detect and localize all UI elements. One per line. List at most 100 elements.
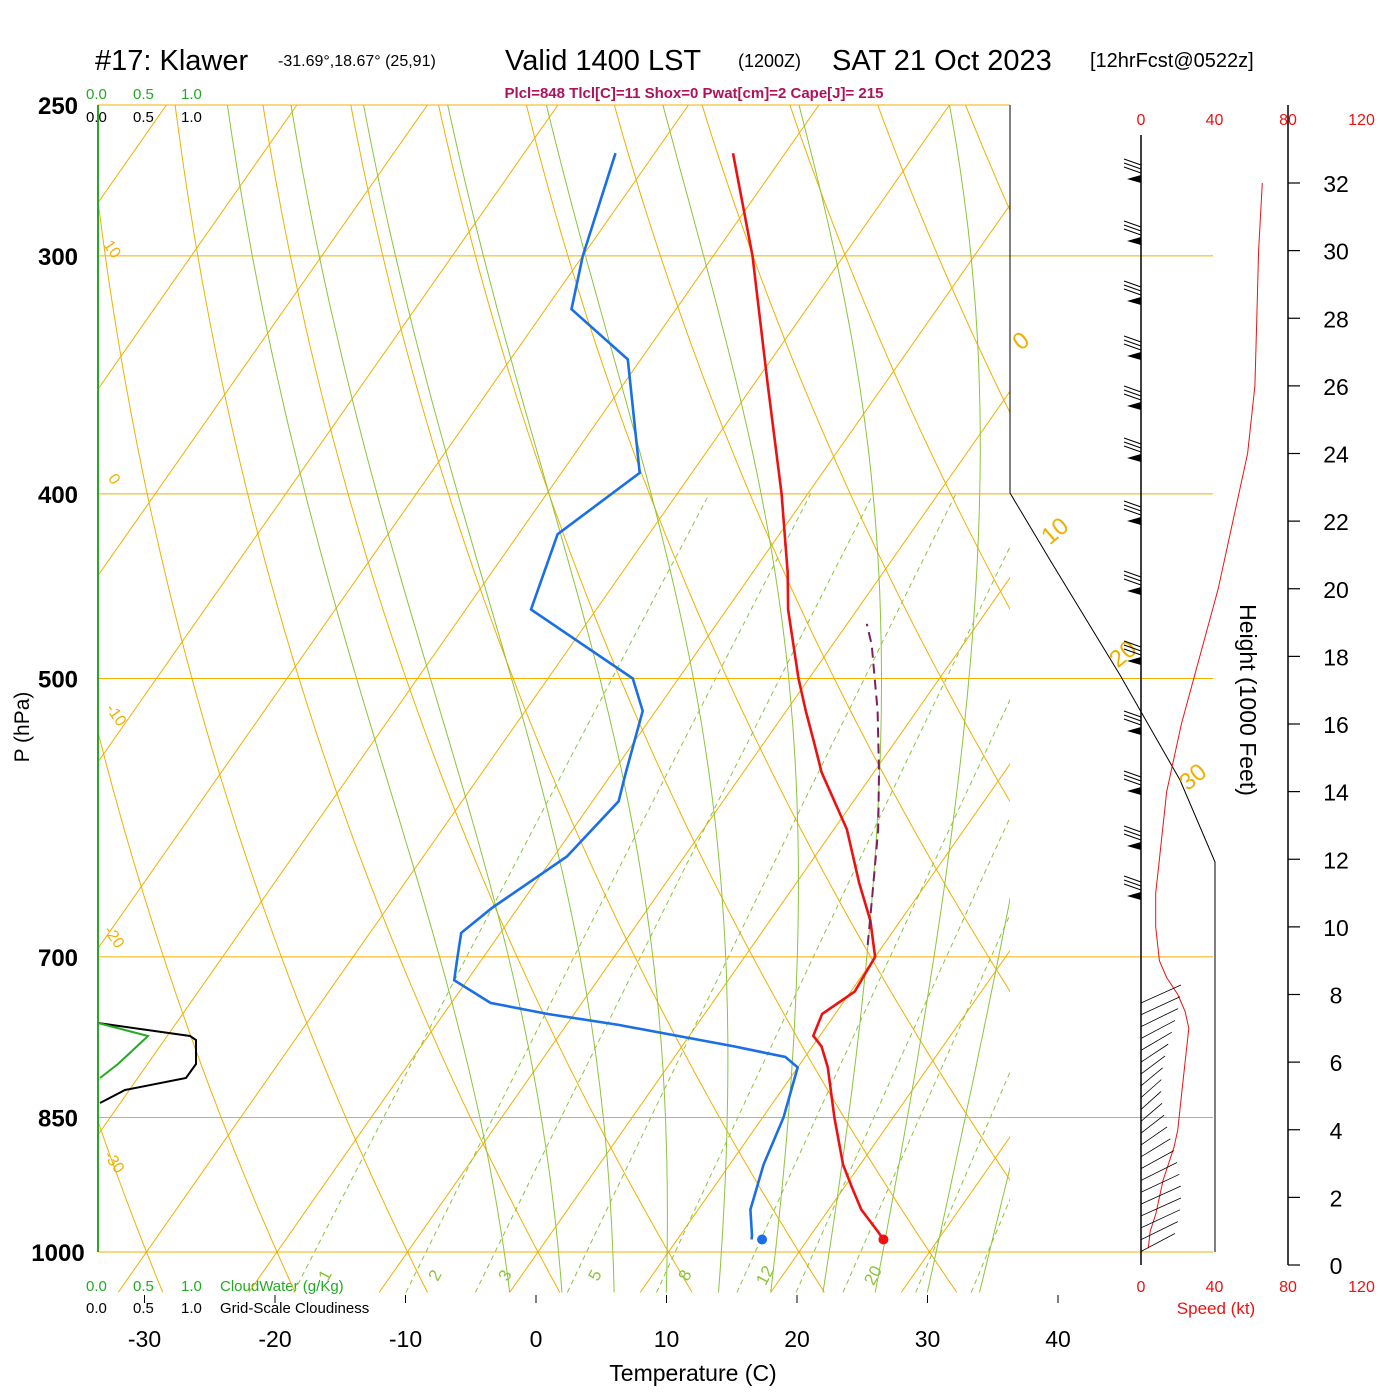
height-tick-label: 26 [1323, 374, 1349, 400]
height-tick-label: 24 [1323, 442, 1349, 468]
wind-barb-low [1140, 1209, 1181, 1229]
wind-barb-feather [1123, 640, 1142, 648]
valid-date: SAT 21 Oct 2023 [832, 45, 1052, 77]
dry-adiabat-line [98, 197, 428, 1293]
isotherm-label: 20 [1104, 635, 1142, 673]
dry-adiabat-line [0, 71, 31, 1292]
wind-barb-feather [1123, 280, 1142, 288]
wind-barb-low [1140, 1091, 1162, 1110]
mixing-ratio-line [736, 698, 1010, 1293]
height-tick-label: 6 [1330, 1050, 1343, 1076]
dry-adiabat-line [1299, 71, 1400, 1292]
x-tick-label: 30 [915, 1326, 941, 1352]
parcel-profile [865, 623, 881, 946]
isotherm-label: 30 [1174, 758, 1212, 796]
cloud-profile [97, 1022, 197, 1104]
x-tick-label: -30 [128, 1326, 161, 1352]
wind-barb-flag [1127, 657, 1141, 665]
isotherm-label: 0 [1007, 327, 1035, 356]
wind-barb-feather [1123, 335, 1142, 343]
mixing-ratio-label: 20 [860, 1263, 886, 1289]
mixing-ratio-label: 3 [495, 1267, 516, 1284]
wind-barb-feather [1123, 774, 1142, 782]
dry-adiabat-label: -20 [100, 923, 127, 952]
cloudiness-scale-05-bottom: 0.5 [133, 1300, 154, 1317]
cloudwater-label: CloudWater (g/Kg) [220, 1278, 344, 1295]
cloudiness-scale-0-bottom: 0.0 [86, 1300, 107, 1317]
x-axis-label: Temperature (C) [609, 1360, 776, 1386]
wind-barb-feather [1123, 574, 1142, 582]
mixing-ratio-line [566, 493, 957, 1293]
cloudiness-label: Grid-Scale Cloudiness [220, 1300, 369, 1317]
wind-barb-flag [1127, 175, 1141, 183]
height-tick-label: 22 [1323, 509, 1349, 535]
pressure-tick-label: 700 [38, 945, 78, 972]
wind-speed-profile [1147, 182, 1263, 1249]
moist-adiabat-line [290, 105, 563, 1293]
mixing-ratio-label: 5 [585, 1267, 606, 1284]
wind-barb-feather [1123, 875, 1142, 883]
isotherm-line [1162, 71, 1400, 1292]
wind-barb-feather [1123, 508, 1142, 516]
isotherm-line [98, 105, 690, 950]
wind-barb-low [1140, 1079, 1162, 1098]
wind-barb-feather [1123, 437, 1142, 445]
speed-tick-label-bottom: 120 [1348, 1279, 1375, 1296]
wind-barb-low [1140, 1126, 1168, 1146]
cloud-scale-top: 0.0 0.5 1.0 0.0 0.5 1.0 [86, 86, 202, 126]
dewpoint-surface-point [757, 1234, 768, 1245]
mixing-ratio-line [405, 493, 812, 1293]
height-axis-label: Height (1000 Feet) [1235, 604, 1261, 796]
wind-barb-feather [1123, 829, 1142, 837]
wind-barb-low [1140, 1197, 1182, 1217]
wind-barb-feather [1123, 825, 1142, 833]
isotherm-line [98, 105, 298, 391]
height-tick-label: 14 [1323, 780, 1349, 806]
wind-barb-feather [1123, 158, 1142, 166]
y-axis-label: P (hPa) [11, 692, 34, 763]
mixing-ratio-line [842, 913, 1010, 1293]
isobars [97, 104, 1216, 1253]
wind-panel [1123, 105, 1289, 1265]
dry-adiabat-label: 0 [104, 471, 123, 488]
height-tick-label: 2 [1330, 1185, 1343, 1211]
pressure-tick-label: 1000 [31, 1240, 84, 1267]
station-coords: -31.69°,18.67° (25,91) [278, 53, 436, 70]
height-tick-label: 18 [1323, 644, 1349, 670]
isotherm-line [98, 105, 559, 763]
dry-adiabat-line [613, 105, 1010, 993]
wind-barb-feather [1123, 343, 1142, 351]
speed-tick-label-bottom: 0 [1137, 1279, 1146, 1296]
wind-barb-feather [1123, 578, 1142, 586]
wind-barb-low [1140, 1055, 1166, 1075]
chart-title: #17: Klawer -31.69°,18.67° (25,91) Valid… [95, 45, 1254, 77]
thermo-background [0, 71, 1400, 1293]
cloudwater-scale-0-top: 0.0 [86, 86, 107, 103]
cloudiness-scale-1-bottom: 1.0 [181, 1300, 202, 1317]
stability-indices: Plcl=848 Tlcl[C]=11 Shox=0 Pwat[cm]=2 Ca… [505, 85, 884, 102]
wind-barb-flag [1127, 727, 1141, 735]
dry-adiabat-line [262, 105, 693, 1293]
speed-tick-label-bottom: 40 [1206, 1279, 1224, 1296]
station-title: #17: Klawer [95, 45, 248, 77]
wind-barb-low [1140, 1233, 1176, 1252]
dry-adiabat-line [525, 105, 1010, 1181]
wind-barb-feather [1123, 770, 1142, 778]
dry-adiabat-line [98, 729, 296, 1293]
height-tick-label: 10 [1323, 915, 1349, 941]
cloudwater-scale-1-top: 1.0 [181, 86, 202, 103]
sounding-profiles [452, 152, 889, 1245]
wind-barb-feather [1123, 224, 1142, 232]
wind-barb-flag [1127, 352, 1141, 360]
wind-barb-flag [1127, 517, 1141, 525]
pressure-tick-label: 300 [38, 244, 78, 271]
cloudiness-scale-0-top: 0.0 [86, 109, 107, 126]
temperature-profile [731, 152, 885, 1241]
pressure-axis-ticks: 250 300 400 500 700 850 1000 [31, 93, 84, 1267]
wind-barb-feather [1123, 718, 1142, 726]
speed-tick-label-top: 80 [1279, 112, 1297, 129]
cloudwater-scale-1-bottom: 1.0 [181, 1278, 202, 1295]
height-tick-label: 20 [1323, 577, 1349, 603]
cloudwater-profile [97, 1022, 151, 1079]
